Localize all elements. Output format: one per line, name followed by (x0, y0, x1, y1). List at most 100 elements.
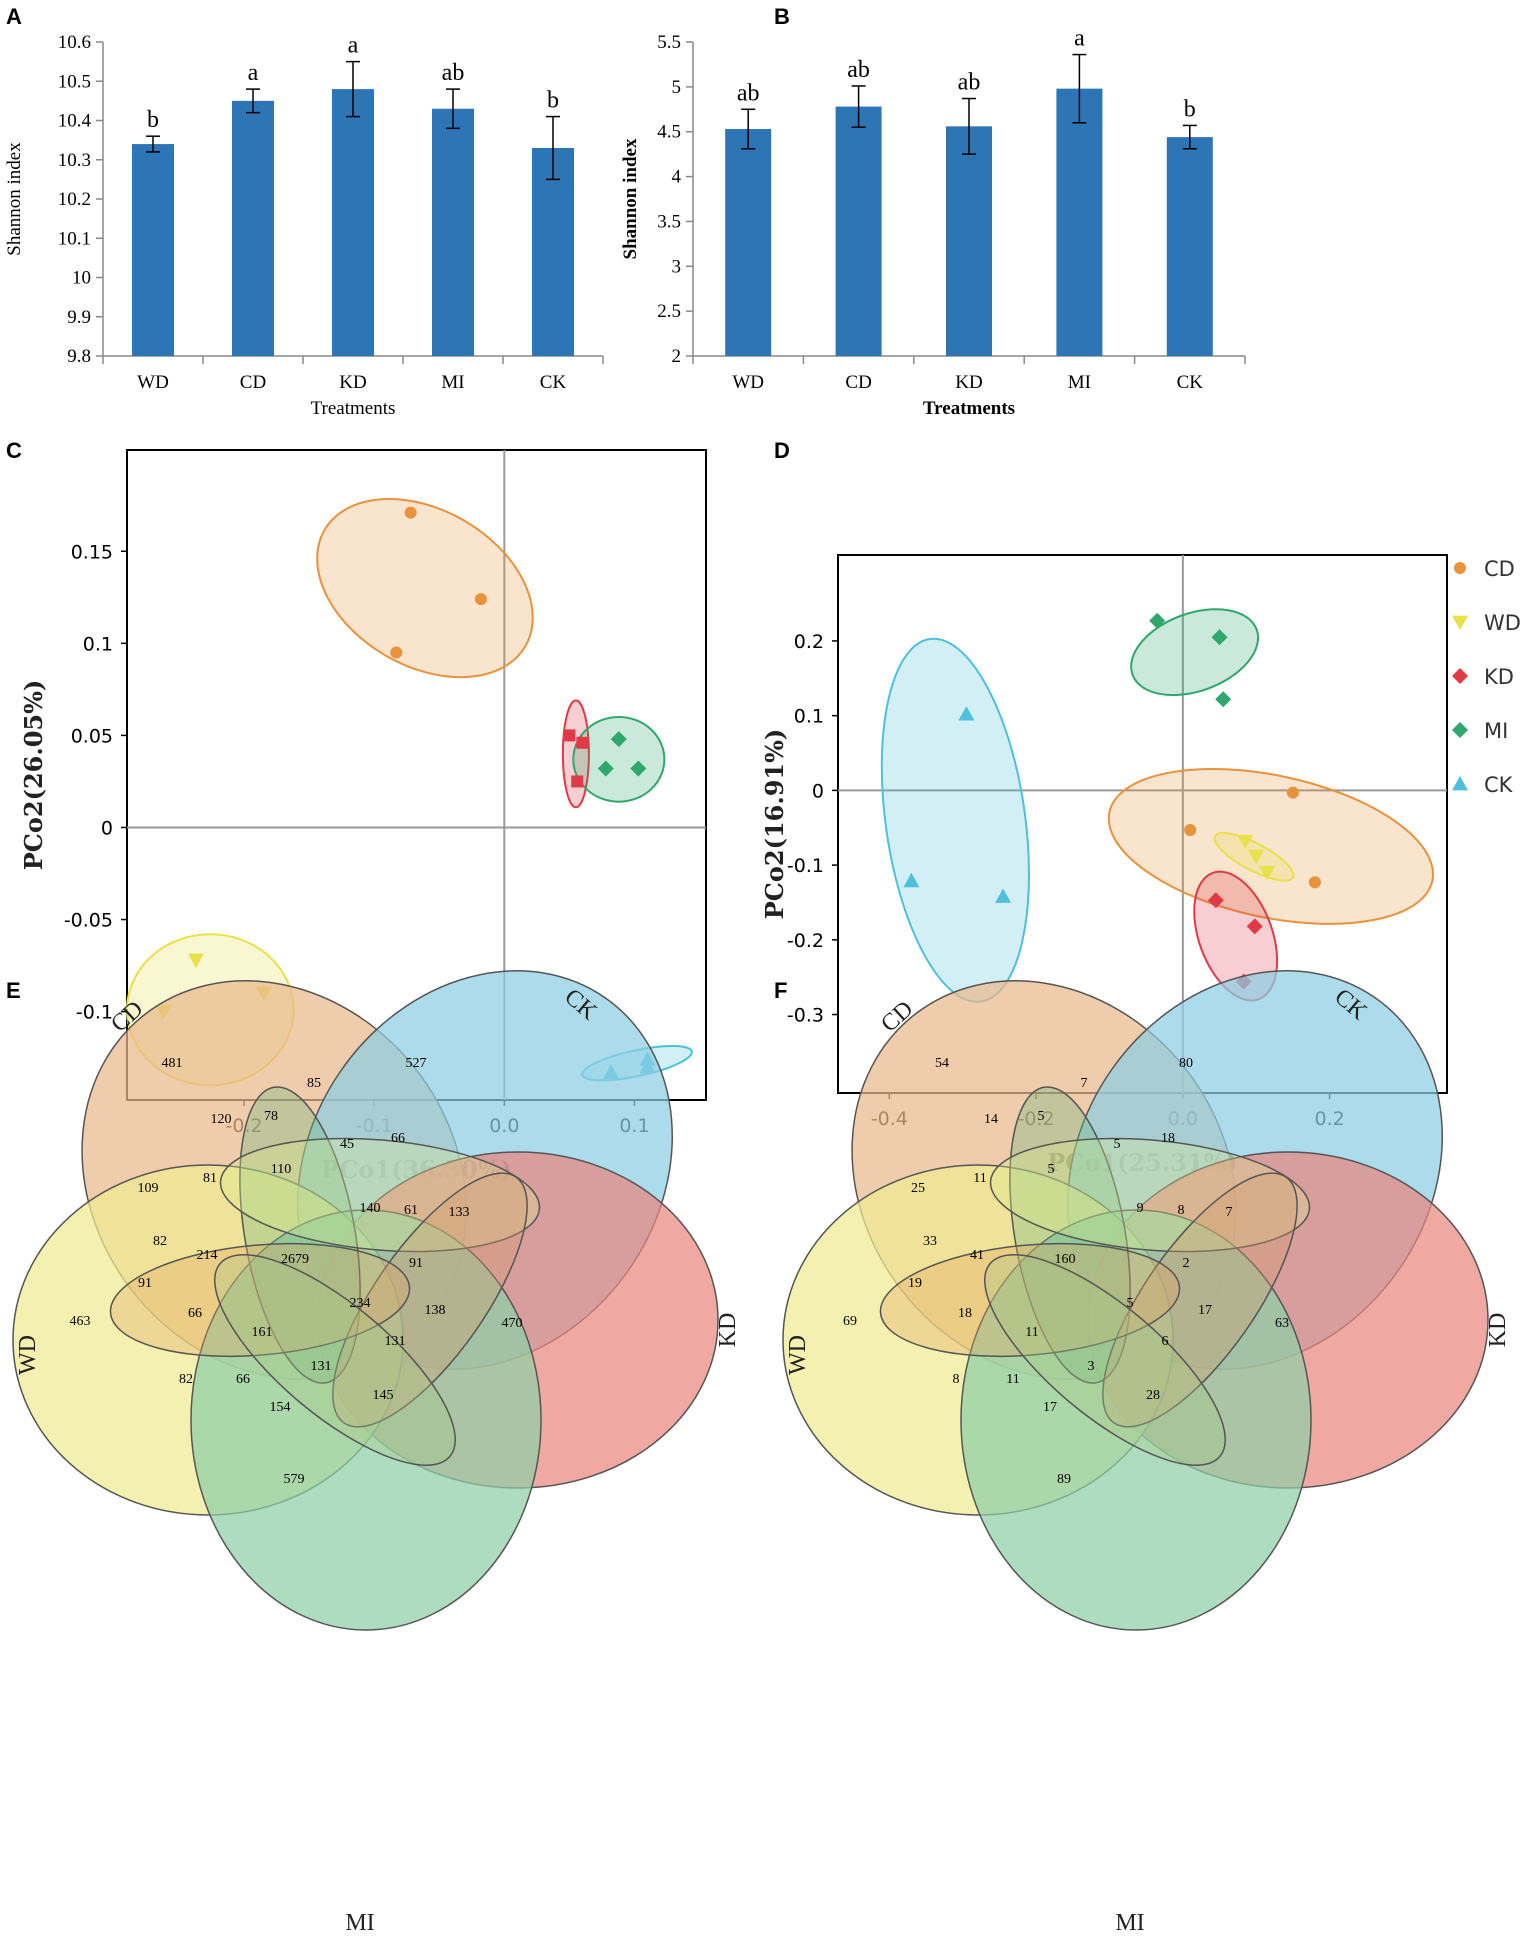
venn-region-value: 145 (373, 1388, 394, 1403)
bar-CD (835, 106, 882, 356)
venn-region-value: 161 (252, 1325, 273, 1340)
venn-label-MI: MI (1115, 1910, 1144, 1936)
venn-petal-1 (1009, 1086, 1131, 1384)
significance-label-CK: b (1184, 96, 1196, 122)
y-tick-label: 0 (101, 817, 113, 839)
venn-region-value: 91 (138, 1276, 152, 1291)
venn-region-value: 131 (311, 1359, 332, 1374)
venn-region-value: 214 (197, 1248, 218, 1263)
legend-label-CK: CK (1484, 773, 1514, 797)
y-tick-label: 0.1 (83, 633, 113, 655)
venn-region-value: 2 (1183, 1256, 1190, 1271)
venn-petal-2 (989, 1137, 1311, 1253)
y-tick-label: 9.8 (67, 346, 91, 367)
venn-region-value: 18 (958, 1306, 972, 1321)
point-WD-2 (1248, 849, 1265, 865)
panel-letter-A: A (6, 4, 22, 29)
y-tick-label: 10.1 (58, 228, 91, 249)
y-axis-title: PCo2(16.91%) (760, 729, 789, 920)
venn-label-WD: WD (15, 1335, 41, 1375)
venn-region-value: 81 (203, 1171, 217, 1186)
panel-letter-F: F (774, 978, 787, 1003)
legend-label-MI: MI (1484, 719, 1508, 743)
legend-marker-CK (1452, 776, 1468, 791)
venn-region-value: 160 (1055, 1252, 1076, 1267)
venn-region-value: 19 (908, 1276, 922, 1291)
legend-marker-MI (1452, 722, 1468, 738)
y-tick-label: 10.6 (58, 32, 91, 53)
ellipse-MI (572, 715, 666, 803)
venn-region-value: 82 (153, 1234, 167, 1249)
venn-region-value: 234 (350, 1296, 371, 1311)
significance-label-CK: b (547, 88, 559, 114)
bar-WD (725, 129, 772, 356)
venn-region-value: 33 (923, 1234, 937, 1249)
venn-region-value: 11 (1025, 1325, 1038, 1340)
point-MI-3 (630, 760, 647, 777)
y-tick-label: -0.1 (787, 855, 824, 877)
significance-label-MI: ab (442, 60, 465, 86)
venn-region-value: 109 (138, 1181, 159, 1196)
venn-region-value: 5 (1048, 1162, 1055, 1177)
bar-KD (332, 89, 374, 356)
y-tick-label: 0.15 (71, 541, 113, 563)
venn-region-value: 5 (1127, 1296, 1134, 1311)
point-KD-2 (576, 736, 589, 749)
venn-region-value: 7 (1226, 1205, 1233, 1220)
legend-marker-WD (1452, 615, 1468, 630)
venn-region-value: 481 (162, 1056, 183, 1071)
venn-region-value: 579 (284, 1472, 305, 1487)
venn-petal-4 (879, 1242, 1181, 1358)
point-MI-2 (597, 760, 614, 777)
venn-petal-2 (219, 1137, 541, 1253)
venn-region-value: 7 (1081, 1076, 1088, 1091)
significance-label-WD: ab (737, 80, 760, 106)
y-tick-label: 3.5 (657, 211, 681, 232)
venn-region-value: 66 (236, 1372, 250, 1387)
point-KD-1 (563, 729, 576, 742)
venn-region-value: 69 (843, 1314, 857, 1329)
venn-region-value: 14 (984, 1112, 998, 1127)
y-tick-label: 10 (72, 268, 91, 289)
venn-region-value: 89 (1057, 1472, 1071, 1487)
y-axis-title: Shannon index (4, 142, 25, 256)
bar-chart-B: 2 2.5 3 3.5 4 4.5 5 5.5 ab WD ab CD ab KD a MI b CK Treatm… (620, 26, 1246, 419)
y-tick-label: 0 (812, 780, 824, 802)
venn-region-value: 2679 (281, 1252, 309, 1267)
y-tick-label: 4 (672, 167, 682, 188)
y-tick-label: 10.3 (58, 150, 91, 171)
legend: CD WD KD MI CK (1452, 557, 1521, 797)
y-tick-label: 9.9 (67, 307, 91, 328)
point-CD-2 (474, 593, 487, 606)
venn-region-value: 17 (1198, 1303, 1212, 1318)
x-tick-label-CD: CD (845, 372, 871, 393)
x-tick-label-KD: KD (339, 372, 366, 393)
point-MI-2 (1211, 629, 1228, 646)
y-tick-label: 0.05 (71, 725, 113, 747)
significance-label-CD: ab (847, 57, 870, 83)
venn-region-value: 18 (1161, 1131, 1175, 1146)
venn-petal-3 (1102, 1172, 1298, 1428)
y-tick-label: -0.3 (787, 1005, 824, 1027)
point-KD-1 (1207, 892, 1224, 909)
significance-label-MI: a (1074, 26, 1085, 52)
venn-region-value: 85 (307, 1076, 321, 1091)
venn-region-value: 80 (1179, 1056, 1193, 1071)
venn-region-value: 11 (1006, 1372, 1019, 1387)
y-tick-label: 2 (672, 346, 682, 367)
bar-MI (1056, 88, 1103, 356)
y-tick-label: -0.1 (76, 1002, 113, 1024)
ellipse-MI (1130, 608, 1260, 697)
venn-region-value: 131 (385, 1334, 406, 1349)
venn-region-value: 133 (449, 1205, 470, 1220)
x-tick-label-KD: KD (955, 372, 982, 393)
x-axis-title: Treatments (923, 398, 1015, 419)
x-tick-label-WD: WD (137, 372, 169, 393)
bar-chart-A: 9.8 9.9 10 10.1 10.2 10.3 10.4 10.5 10.6 b WD a CD a K… (4, 32, 604, 419)
venn-label-KD: KD (715, 1313, 741, 1348)
venn-region-value: 470 (502, 1316, 523, 1331)
venn-region-value: 61 (404, 1203, 418, 1218)
legend-marker-CD (1454, 562, 1466, 574)
y-tick-label: 10.2 (58, 189, 91, 210)
